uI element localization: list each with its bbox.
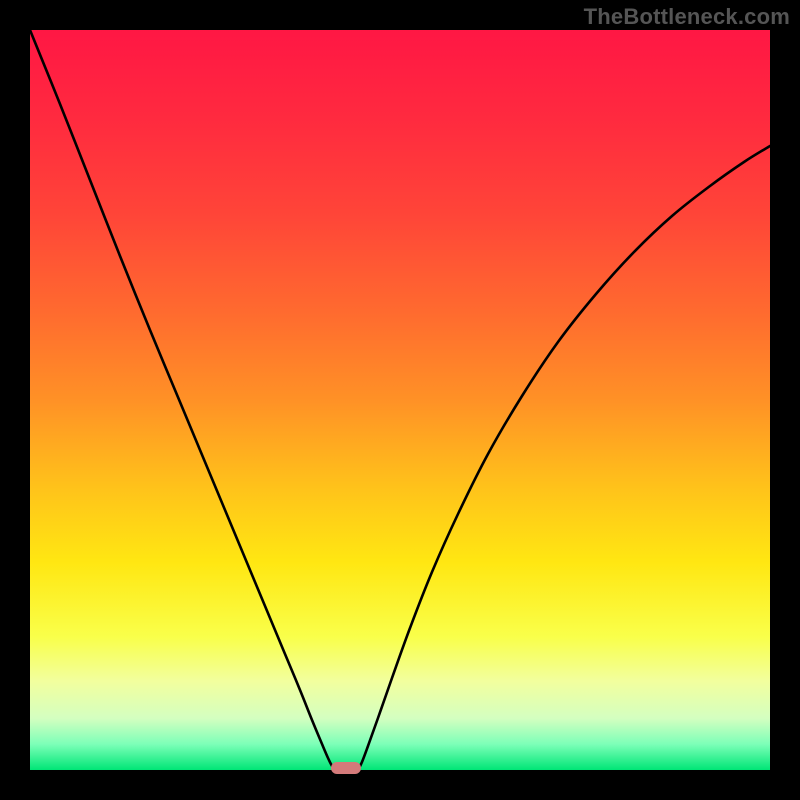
curve-right-branch — [358, 146, 770, 770]
chart-container: TheBottleneck.com — [0, 0, 800, 800]
plot-area — [30, 30, 770, 770]
curve-left-branch — [30, 30, 335, 770]
watermark-text: TheBottleneck.com — [584, 4, 790, 30]
optimal-marker — [331, 762, 361, 774]
bottleneck-curve — [30, 30, 770, 770]
